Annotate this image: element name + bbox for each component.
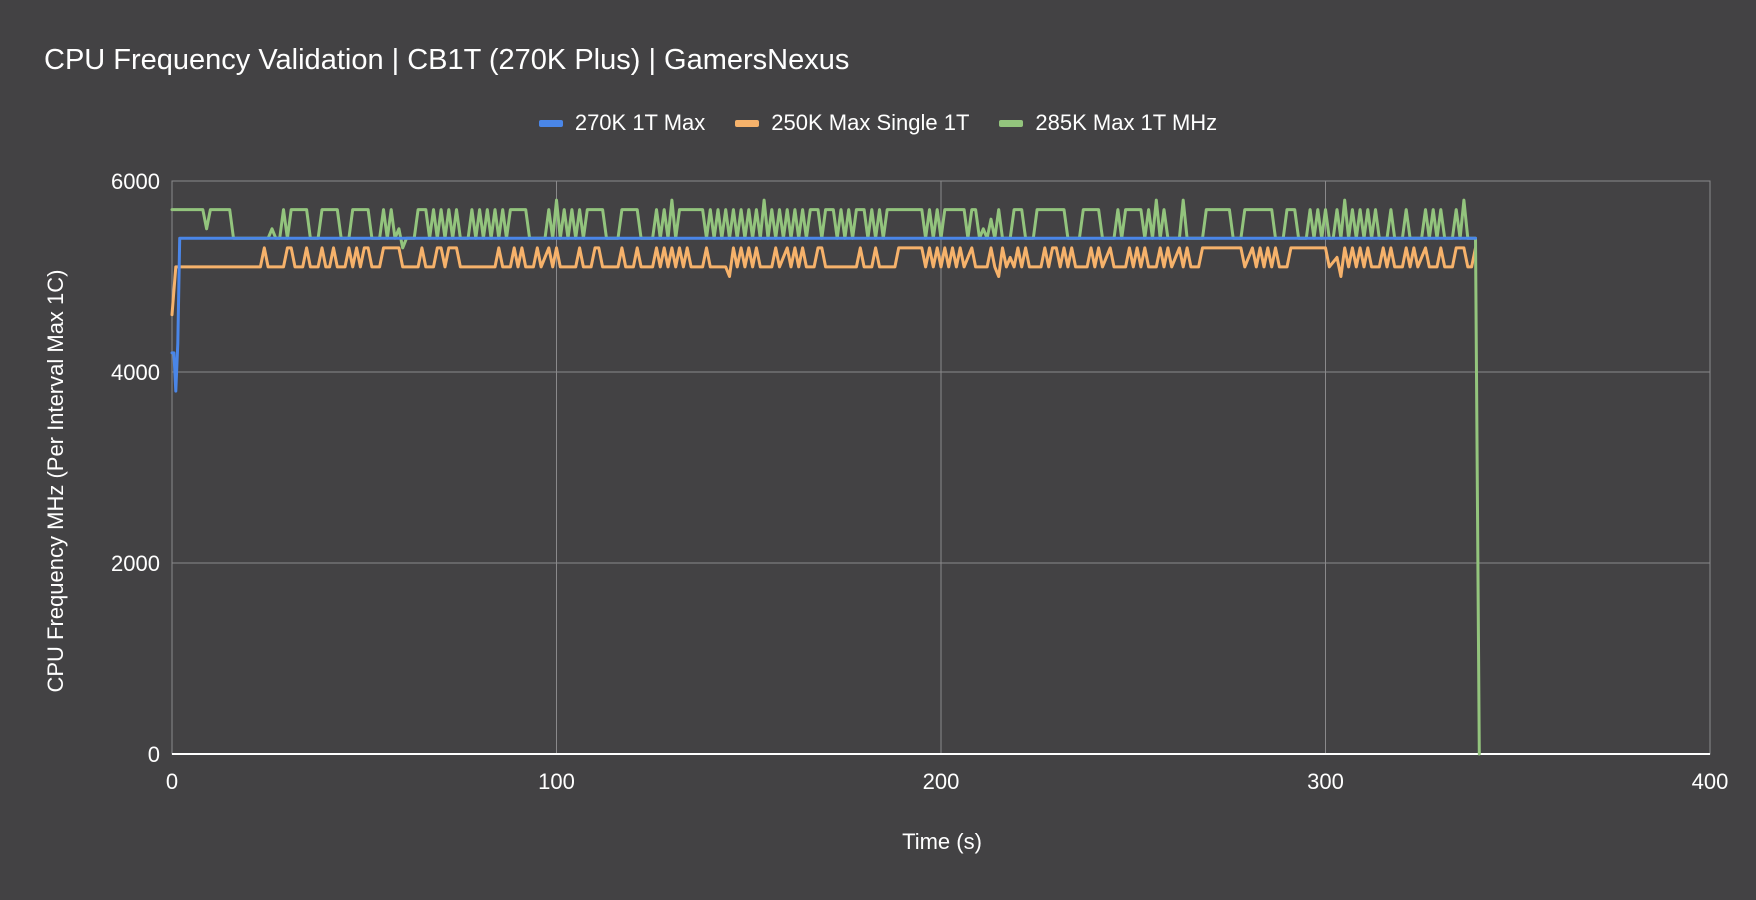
legend-swatch-270k xyxy=(538,119,563,127)
series-lines xyxy=(170,198,1481,756)
chart-legend: 270K 1T Max 250K Max Single 1T 285K Max … xyxy=(0,110,1756,136)
y-axis-label: CPU Frequency MHz (Per Interval Max 1C) xyxy=(43,270,68,693)
x-tick-label: 300 xyxy=(1307,769,1344,794)
x-axis-label: Time (s) xyxy=(902,829,982,854)
y-tick-label: 6000 xyxy=(111,169,160,194)
legend-item-270k: 270K 1T Max xyxy=(538,110,706,136)
series-line-270k-1t-max xyxy=(170,236,1477,393)
grid-lines xyxy=(171,180,1711,755)
x-tick-label: 200 xyxy=(923,769,960,794)
series-line-250k-max-single-1t xyxy=(170,246,1477,317)
y-tick-label: 2000 xyxy=(111,551,160,576)
x-tick-label: 0 xyxy=(166,769,178,794)
legend-swatch-250k xyxy=(735,119,760,127)
x-tick-label: 100 xyxy=(538,769,575,794)
y-tick-label: 4000 xyxy=(111,360,160,385)
series-line-285k-max-1t-mhz xyxy=(170,198,1481,756)
legend-item-250k: 250K Max Single 1T xyxy=(735,110,969,136)
x-tick-label: 400 xyxy=(1692,769,1729,794)
legend-label-250k: 250K Max Single 1T xyxy=(771,110,970,135)
chart-title: CPU Frequency Validation | CB1T (270K Pl… xyxy=(44,44,850,76)
legend-label-285k: 285K Max 1T MHz xyxy=(1035,110,1218,135)
legend-label-270k: 270K 1T Max xyxy=(574,110,706,135)
legend-item-285k: 285K Max 1T MHz xyxy=(999,110,1217,136)
legend-swatch-285k xyxy=(999,119,1024,127)
y-tick-label: 0 xyxy=(148,742,160,767)
